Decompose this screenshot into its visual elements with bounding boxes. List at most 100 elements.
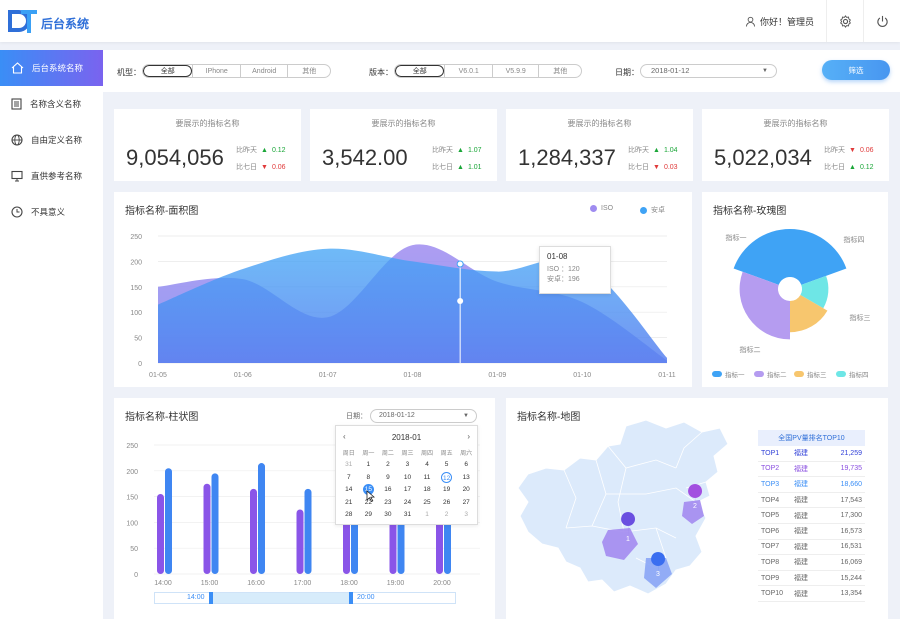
user-greeting: 你好！管理员 [759, 17, 814, 27]
model-option-iphone[interactable]: IPhone [192, 65, 239, 77]
day-number: 1 [366, 461, 371, 469]
version-option-all[interactable]: 全部 [395, 65, 445, 77]
sidebar-item-meaning[interactable]: 名称含义名称 [0, 86, 103, 122]
rose-slice[interactable] [733, 229, 847, 285]
map-marker-3[interactable] [651, 552, 666, 576]
rank-value: 16,069 [840, 558, 862, 566]
legend-label: 指标二 [767, 372, 787, 379]
calendar-day[interactable]: 18 [417, 484, 437, 497]
app-title: 后台系统 [41, 17, 90, 31]
calendar-day[interactable]: 12 [437, 471, 457, 484]
stat-compare-day: 比昨天 ▲ 1.07 [432, 145, 482, 155]
rose-legend-item[interactable]: 指标二 [754, 369, 787, 379]
rank-label: TOP5 [761, 512, 780, 520]
version-option-other[interactable]: 其他 [538, 65, 581, 77]
legend-android[interactable]: 安卓 [640, 205, 665, 215]
rose-slice[interactable] [739, 271, 790, 340]
range-handle-end[interactable] [349, 592, 353, 604]
version-option-601[interactable]: V6.0.1 [444, 65, 491, 77]
bar[interactable] [304, 488, 312, 574]
calendar-day[interactable]: 1 [359, 459, 379, 472]
calendar-day[interactable]: 2 [378, 459, 398, 472]
rose-legend-item[interactable]: 指标四 [836, 369, 869, 379]
range-handle-start[interactable] [209, 592, 213, 604]
rank-value: 16,573 [840, 527, 862, 535]
calendar-day[interactable]: 3 [456, 509, 476, 522]
chevron-down-icon: ▼ [463, 413, 469, 419]
calendar-day[interactable]: 15 [359, 484, 379, 497]
map-marker-1[interactable] [621, 512, 636, 536]
rose-slice[interactable] [790, 295, 828, 333]
day-number: 31 [403, 511, 412, 519]
calendar-day[interactable]: 31 [398, 509, 418, 522]
calendar-day[interactable]: 23 [378, 496, 398, 509]
logout-button[interactable] [863, 0, 900, 42]
bar[interactable] [203, 483, 211, 574]
rank-row: TOP5 福建 17,300 [758, 508, 865, 524]
calendar-day[interactable]: 19 [437, 484, 457, 497]
calendar-day[interactable]: 7 [339, 471, 359, 484]
day-number: 8 [366, 473, 371, 481]
bar-date-select[interactable]: 2018-01-12 ▼ [370, 409, 477, 423]
range-slider[interactable]: 14:00 20:00 [154, 592, 456, 604]
date-select[interactable]: 2018-01-12 ▼ [640, 64, 777, 78]
user-menu[interactable]: 你好！管理员 [745, 15, 814, 28]
bar[interactable] [250, 488, 257, 574]
settings-button[interactable] [826, 0, 863, 42]
calendar-day[interactable]: 27 [456, 496, 476, 509]
calendar-day[interactable]: 1 [417, 509, 437, 522]
calendar-day[interactable]: 26 [437, 496, 457, 509]
legend-iso[interactable]: ISO [590, 205, 613, 212]
bar[interactable] [211, 473, 219, 574]
calendar-prev-button[interactable]: ‹ [343, 432, 346, 441]
calendar-day[interactable]: 3 [398, 459, 418, 472]
sidebar-item-meaningless[interactable]: 不具意义 [0, 194, 103, 230]
rose-slice[interactable] [800, 275, 829, 309]
calendar-next-button[interactable]: › [467, 432, 470, 441]
model-option-other[interactable]: 其他 [287, 65, 330, 77]
calendar-day[interactable]: 6 [456, 459, 476, 472]
calendar-day[interactable]: 22 [359, 496, 379, 509]
x-tick-label: 01-11 [658, 372, 675, 379]
day-number: 27 [462, 498, 470, 506]
calendar-day[interactable]: 9 [378, 471, 398, 484]
rank-value: 13,354 [840, 590, 862, 598]
calendar-day[interactable]: 24 [398, 496, 418, 509]
map-marker-2[interactable] [688, 484, 703, 508]
calendar-day[interactable]: 4 [417, 459, 437, 472]
x-tick-label: 14:00 [154, 580, 172, 587]
sidebar-item-home[interactable]: 后台系统名称 [0, 50, 103, 86]
compare-value: 1.07 [467, 146, 482, 154]
calendar-day[interactable]: 14 [339, 484, 359, 497]
bar[interactable] [258, 463, 265, 574]
calendar-day[interactable]: 29 [359, 509, 379, 522]
rose-legend-item[interactable]: 指标三 [794, 369, 827, 379]
bar[interactable] [165, 468, 172, 574]
bar[interactable] [157, 494, 164, 574]
rose-legend-item[interactable]: 指标一 [712, 369, 745, 379]
calendar-day[interactable]: 30 [378, 509, 398, 522]
calendar-day[interactable]: 8 [359, 471, 379, 484]
calendar-day[interactable]: 13 [456, 471, 476, 484]
calendar-day[interactable]: 16 [378, 484, 398, 497]
model-option-all[interactable]: 全部 [143, 65, 193, 77]
calendar-day[interactable]: 20 [456, 484, 476, 497]
calendar-day[interactable]: 21 [339, 496, 359, 509]
calendar-day[interactable]: 11 [417, 471, 437, 484]
model-label: 机型： [117, 68, 141, 77]
bar[interactable] [296, 509, 304, 575]
calendar-day[interactable]: 25 [417, 496, 437, 509]
sidebar-item-reference[interactable]: 直供参考名称 [0, 158, 103, 194]
day-number: 14 [345, 486, 353, 494]
calendar-day[interactable]: 31 [339, 459, 359, 472]
sidebar-item-custom[interactable]: 自由定义名称 [0, 122, 103, 158]
calendar-day[interactable]: 5 [437, 459, 457, 472]
version-option-599[interactable]: V5.9.9 [491, 65, 539, 77]
x-tick-label: 18:00 [340, 580, 358, 587]
calendar-day[interactable]: 10 [398, 471, 418, 484]
model-option-android[interactable]: Android [239, 65, 287, 77]
calendar-day[interactable]: 28 [339, 509, 359, 522]
calendar-day[interactable]: 17 [398, 484, 418, 497]
filter-button[interactable]: 筛选 [822, 60, 890, 80]
calendar-day[interactable]: 2 [437, 509, 457, 522]
